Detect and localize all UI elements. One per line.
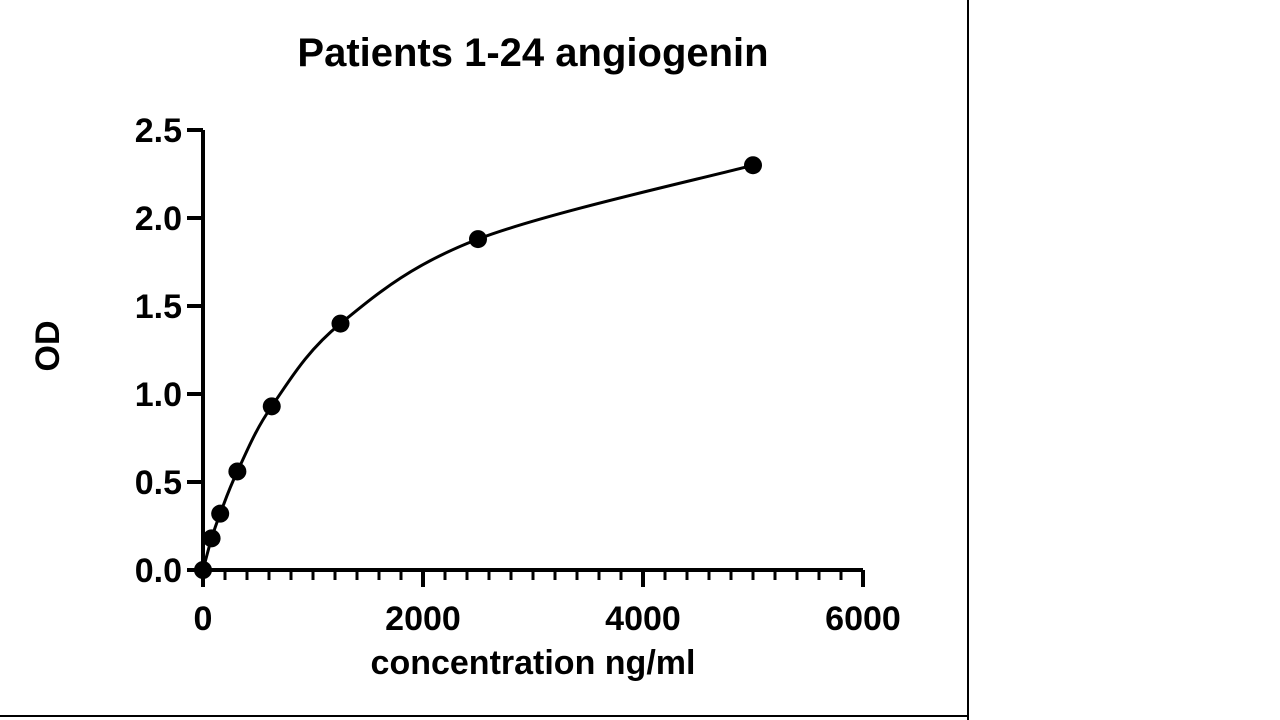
page-bottom-edge-line	[0, 715, 969, 717]
y-axis-tick-label: 1.5	[135, 288, 182, 326]
x-axis-tick-label: 2000	[385, 600, 461, 638]
data-point-marker	[194, 561, 212, 579]
y-axis-tick-label: 1.0	[135, 376, 182, 414]
data-point-marker	[202, 529, 221, 548]
chart-title: Patients 1-24 angiogenin	[297, 31, 769, 75]
y-axis-tick-label: 0.5	[135, 464, 182, 502]
x-axis-tick-label: 0	[194, 600, 213, 638]
y-axis-tick-label: 2.5	[135, 112, 182, 150]
x-axis-label: concentration ng/ml	[370, 644, 696, 682]
data-point-marker	[744, 156, 762, 175]
y-axis-tick-label: 0.0	[135, 552, 182, 590]
data-point-marker	[331, 314, 350, 333]
axis-spines	[201, 130, 863, 572]
x-axis-tick-label: 4000	[605, 600, 681, 638]
standard-curve-plot: 0.0 0.5 1.0 1.5 2.0 2.5 0 2000 4000 6000	[135, 112, 901, 638]
y-axis-tick-label: 2.0	[135, 200, 182, 238]
data-point-marker	[228, 462, 247, 481]
data-point-marker	[262, 397, 281, 416]
data-point-marker	[469, 230, 487, 249]
data-point-marker	[211, 504, 230, 523]
document-page: Patients 1-24 angiogenin OD 0.0 0.5 1.0 1.5…	[29, 31, 901, 682]
fit-curve	[201, 163, 754, 571]
page-right-edge-line	[967, 0, 969, 720]
x-axis-tick-label: 6000	[825, 600, 901, 638]
